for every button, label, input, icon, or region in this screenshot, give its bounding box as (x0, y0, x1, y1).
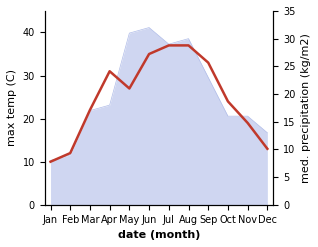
Y-axis label: max temp (C): max temp (C) (7, 69, 17, 146)
Y-axis label: med. precipitation (kg/m2): med. precipitation (kg/m2) (301, 33, 311, 183)
X-axis label: date (month): date (month) (118, 230, 200, 240)
